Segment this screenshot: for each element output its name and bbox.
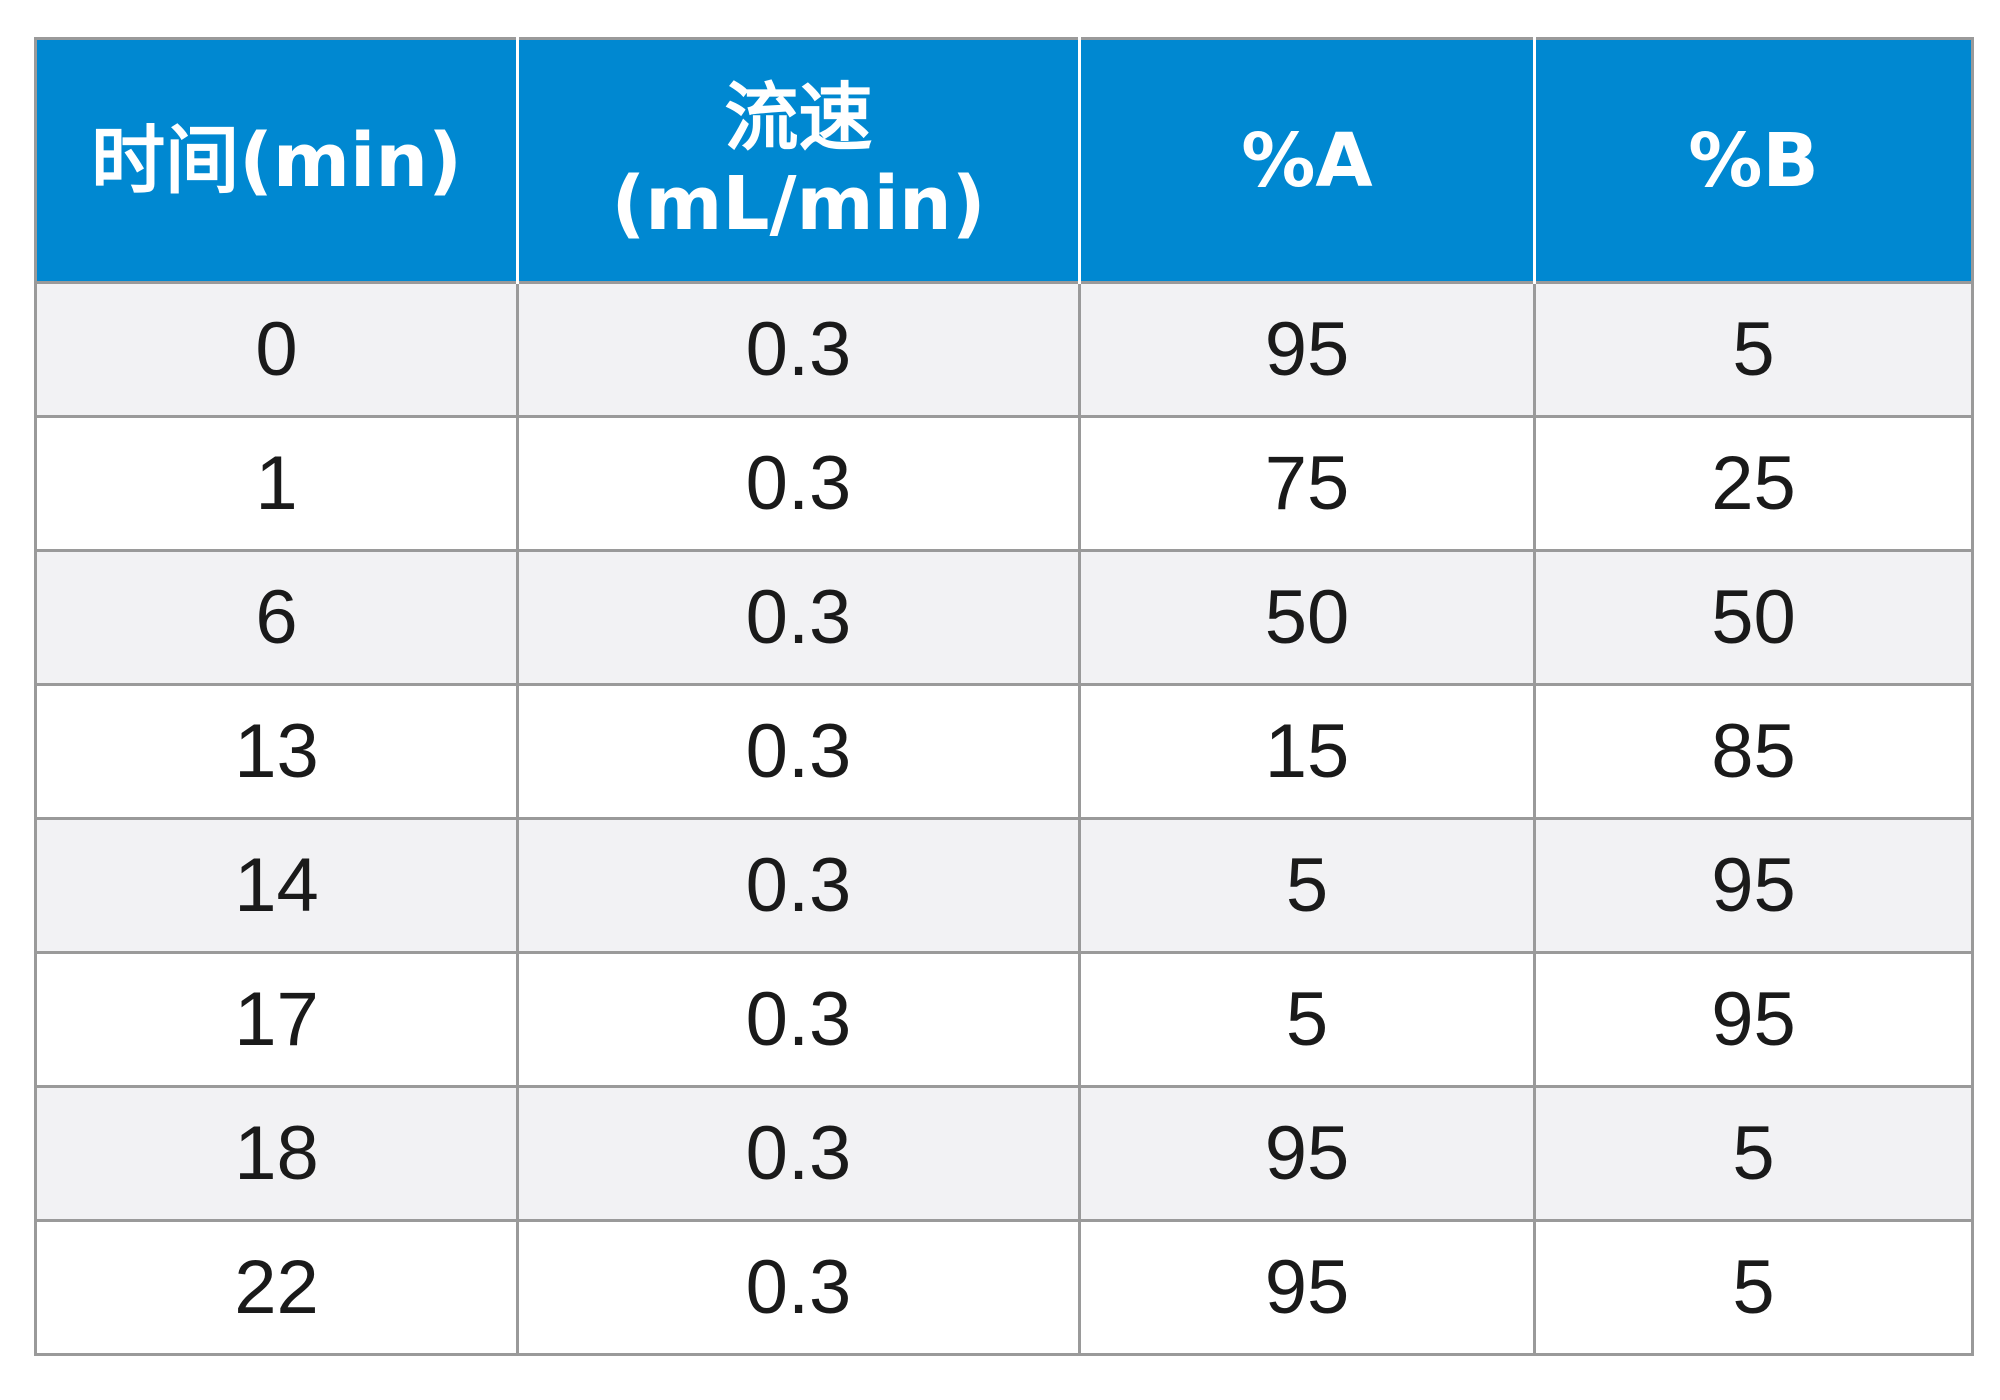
table-row: 17 0.3 5 95 xyxy=(34,951,1974,1088)
cell-percent-a: 5 xyxy=(1078,951,1536,1088)
cell-percent-b: 50 xyxy=(1533,549,1974,686)
cell-percent-b: 5 xyxy=(1533,1085,1974,1222)
table-header: 时间(min) 流速 (mL/min) %A %B xyxy=(34,37,1974,283)
table-row: 6 0.3 50 50 xyxy=(34,549,1974,686)
header-row: 时间(min) 流速 (mL/min) %A %B xyxy=(34,37,1974,283)
table-row: 22 0.3 95 5 xyxy=(34,1219,1974,1356)
cell-percent-a: 75 xyxy=(1078,415,1536,552)
cell-time: 17 xyxy=(34,951,519,1088)
header-percent-a: %A xyxy=(1078,37,1536,283)
cell-time: 13 xyxy=(34,683,519,820)
cell-flow-rate: 0.3 xyxy=(516,281,1081,418)
cell-percent-a: 95 xyxy=(1078,1219,1536,1356)
cell-percent-a: 95 xyxy=(1078,281,1536,418)
cell-percent-a: 95 xyxy=(1078,1085,1536,1222)
cell-percent-b: 95 xyxy=(1533,951,1974,1088)
header-percent-b: %B xyxy=(1533,37,1974,283)
header-time-label: 时间(min) xyxy=(91,117,462,204)
cell-percent-a: 5 xyxy=(1078,817,1536,954)
table-row: 1 0.3 75 25 xyxy=(34,415,1974,552)
table-row: 0 0.3 95 5 xyxy=(34,281,1974,418)
table-row: 13 0.3 15 85 xyxy=(34,683,1974,820)
header-percent-a-label: %A xyxy=(1241,117,1373,204)
cell-percent-a: 50 xyxy=(1078,549,1536,686)
header-flow-rate: 流速 (mL/min) xyxy=(516,37,1081,283)
cell-time: 14 xyxy=(34,817,519,954)
cell-time: 1 xyxy=(34,415,519,552)
cell-flow-rate: 0.3 xyxy=(516,549,1081,686)
cell-time: 6 xyxy=(34,549,519,686)
cell-flow-rate: 0.3 xyxy=(516,1085,1081,1222)
header-flow-label-line2: (mL/min) xyxy=(611,160,986,247)
header-time: 时间(min) xyxy=(34,37,519,283)
cell-percent-b: 85 xyxy=(1533,683,1974,820)
header-flow-label-line1: 流速 xyxy=(724,74,873,161)
cell-flow-rate: 0.3 xyxy=(516,1219,1081,1356)
cell-percent-b: 5 xyxy=(1533,281,1974,418)
header-percent-b-label: %B xyxy=(1688,117,1819,204)
cell-flow-rate: 0.3 xyxy=(516,415,1081,552)
cell-flow-rate: 0.3 xyxy=(516,683,1081,820)
table-row: 14 0.3 5 95 xyxy=(34,817,1974,954)
table-row: 18 0.3 95 5 xyxy=(34,1085,1974,1222)
cell-percent-b: 5 xyxy=(1533,1219,1974,1356)
cell-percent-b: 25 xyxy=(1533,415,1974,552)
cell-flow-rate: 0.3 xyxy=(516,817,1081,954)
cell-percent-b: 95 xyxy=(1533,817,1974,954)
cell-time: 22 xyxy=(34,1219,519,1356)
cell-time: 0 xyxy=(34,281,519,418)
cell-time: 18 xyxy=(34,1085,519,1222)
cell-flow-rate: 0.3 xyxy=(516,951,1081,1088)
gradient-table: 时间(min) 流速 (mL/min) %A %B 0 0.3 95 5 1 0… xyxy=(34,37,1974,1356)
table-body: 0 0.3 95 5 1 0.3 75 25 6 0.3 50 50 13 0.… xyxy=(34,281,1974,1356)
cell-percent-a: 15 xyxy=(1078,683,1536,820)
